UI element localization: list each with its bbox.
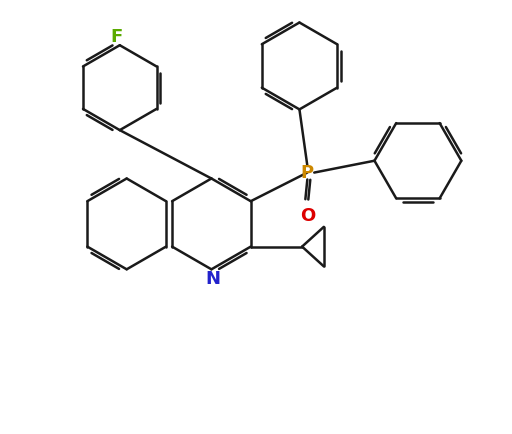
- Text: P: P: [301, 163, 314, 181]
- Text: N: N: [205, 270, 220, 288]
- Text: F: F: [111, 28, 123, 46]
- Text: O: O: [300, 207, 315, 224]
